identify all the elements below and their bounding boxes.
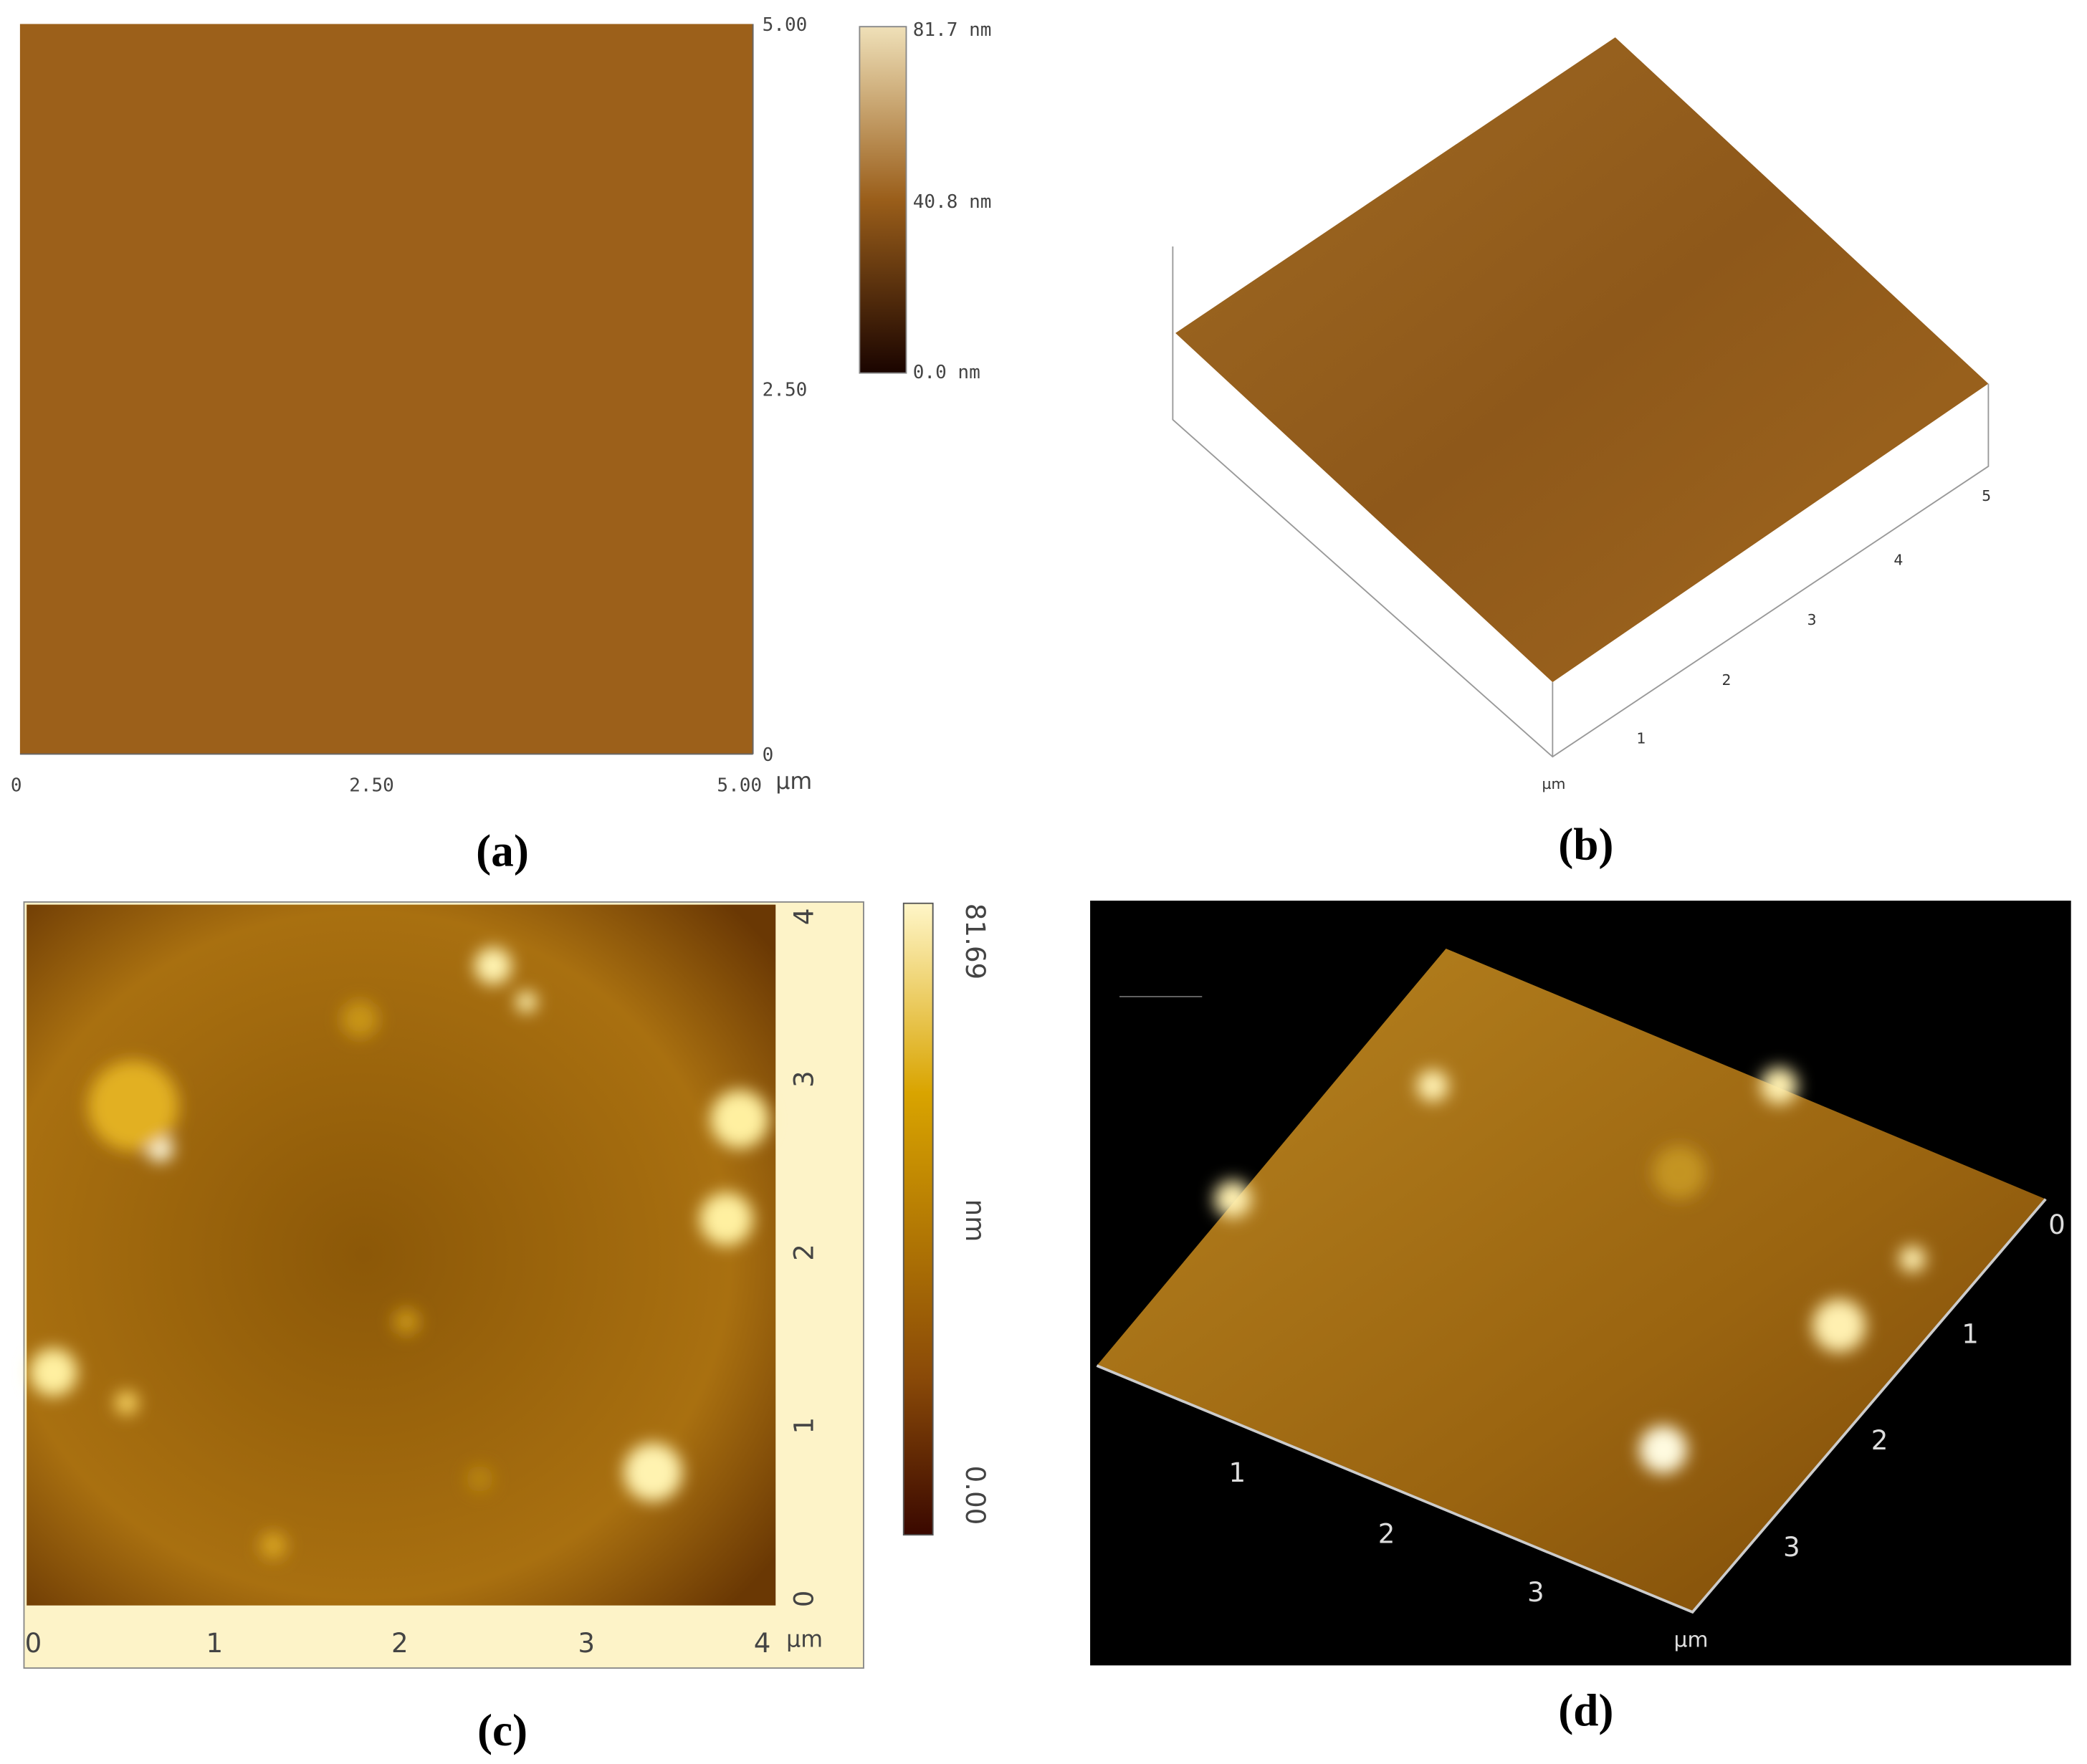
y-tick-label: 2 [788, 1244, 819, 1261]
y-tick-label: 4 [788, 909, 819, 926]
tick-label: 5 [1982, 487, 1991, 504]
particle [1760, 1067, 1798, 1105]
colorbar-label: 81.7 nm [913, 19, 992, 41]
unit-label: µm [1674, 1627, 1709, 1652]
tick-label: 1 [1636, 730, 1646, 747]
caption: (b) [1558, 819, 1613, 869]
afm-image [27, 904, 776, 1606]
y-axis: 0 1 2 3 4 [788, 909, 819, 1608]
tick-label: 2 [1871, 1424, 1888, 1456]
colorbar-label: 0.00 [960, 1465, 991, 1525]
afm-surface [1097, 948, 2046, 1613]
particle [515, 991, 538, 1013]
colorbar-label: 81.69 [960, 903, 991, 979]
x-tick-label: 3 [578, 1627, 595, 1659]
particle [1899, 1245, 1926, 1272]
particles [29, 947, 769, 1559]
x-tick-label: 2.50 [349, 775, 394, 797]
tick-label: 1 [1228, 1457, 1246, 1488]
tick-label: 3 [1527, 1576, 1544, 1608]
colorbar-label: nm [960, 1199, 991, 1242]
particle [466, 1465, 494, 1492]
particle [1639, 1425, 1688, 1474]
particle [624, 1442, 683, 1502]
y-tick-label: 2.50 [763, 379, 808, 401]
afm-surface [1175, 37, 1989, 683]
particles [1214, 1067, 1926, 1474]
particle [1416, 1070, 1449, 1102]
unit-label: µm [775, 769, 812, 795]
x-tick-label: 0 [11, 775, 22, 797]
x-tick-label: 5.00 [717, 775, 762, 797]
particle [87, 1060, 179, 1151]
colorbar [859, 26, 907, 374]
particle [259, 1532, 287, 1559]
tick-label: 1 [1962, 1318, 1979, 1349]
particle [1214, 1180, 1252, 1218]
colorbar [902, 902, 934, 1536]
colorbar-label: 40.8 nm [913, 191, 992, 213]
tick-label: 3 [1807, 611, 1817, 628]
y-tick-label: 0 [788, 1591, 819, 1608]
particle [114, 1391, 139, 1415]
particle [1652, 1146, 1706, 1199]
y-tick-label: 5.00 [763, 14, 808, 36]
x-tick-label: 1 [206, 1627, 224, 1659]
y-tick-label: 0 [763, 744, 774, 766]
tick-label: 2 [1721, 671, 1731, 689]
caption: (c) [477, 1705, 527, 1755]
unit-label: µm [786, 1626, 823, 1652]
tick-label: 4 [1893, 551, 1903, 568]
caption: (a) [476, 826, 529, 876]
x-tick-label: 0 [25, 1627, 42, 1659]
y-tick-label: 1 [788, 1417, 819, 1434]
axis [1096, 1198, 2047, 1614]
tick-label: 2 [1378, 1518, 1395, 1549]
particle [699, 1192, 753, 1246]
tick-label: 3 [1783, 1531, 1800, 1563]
unit-label: µm [1542, 775, 1565, 792]
particle [1812, 1299, 1866, 1353]
particle [341, 1000, 379, 1038]
particle [710, 1090, 769, 1149]
x-tick-label: 4 [754, 1627, 771, 1659]
x-tick-label: 2 [391, 1627, 409, 1659]
y-tick-label: 3 [788, 1070, 819, 1088]
caption: (d) [1558, 1685, 1613, 1735]
tick-label: 0 [2048, 1209, 2065, 1240]
particle [393, 1308, 420, 1336]
colorbar-label: 0.0 nm [913, 362, 980, 383]
particle [29, 1348, 77, 1396]
particle [474, 947, 512, 985]
afm-image [19, 24, 753, 754]
